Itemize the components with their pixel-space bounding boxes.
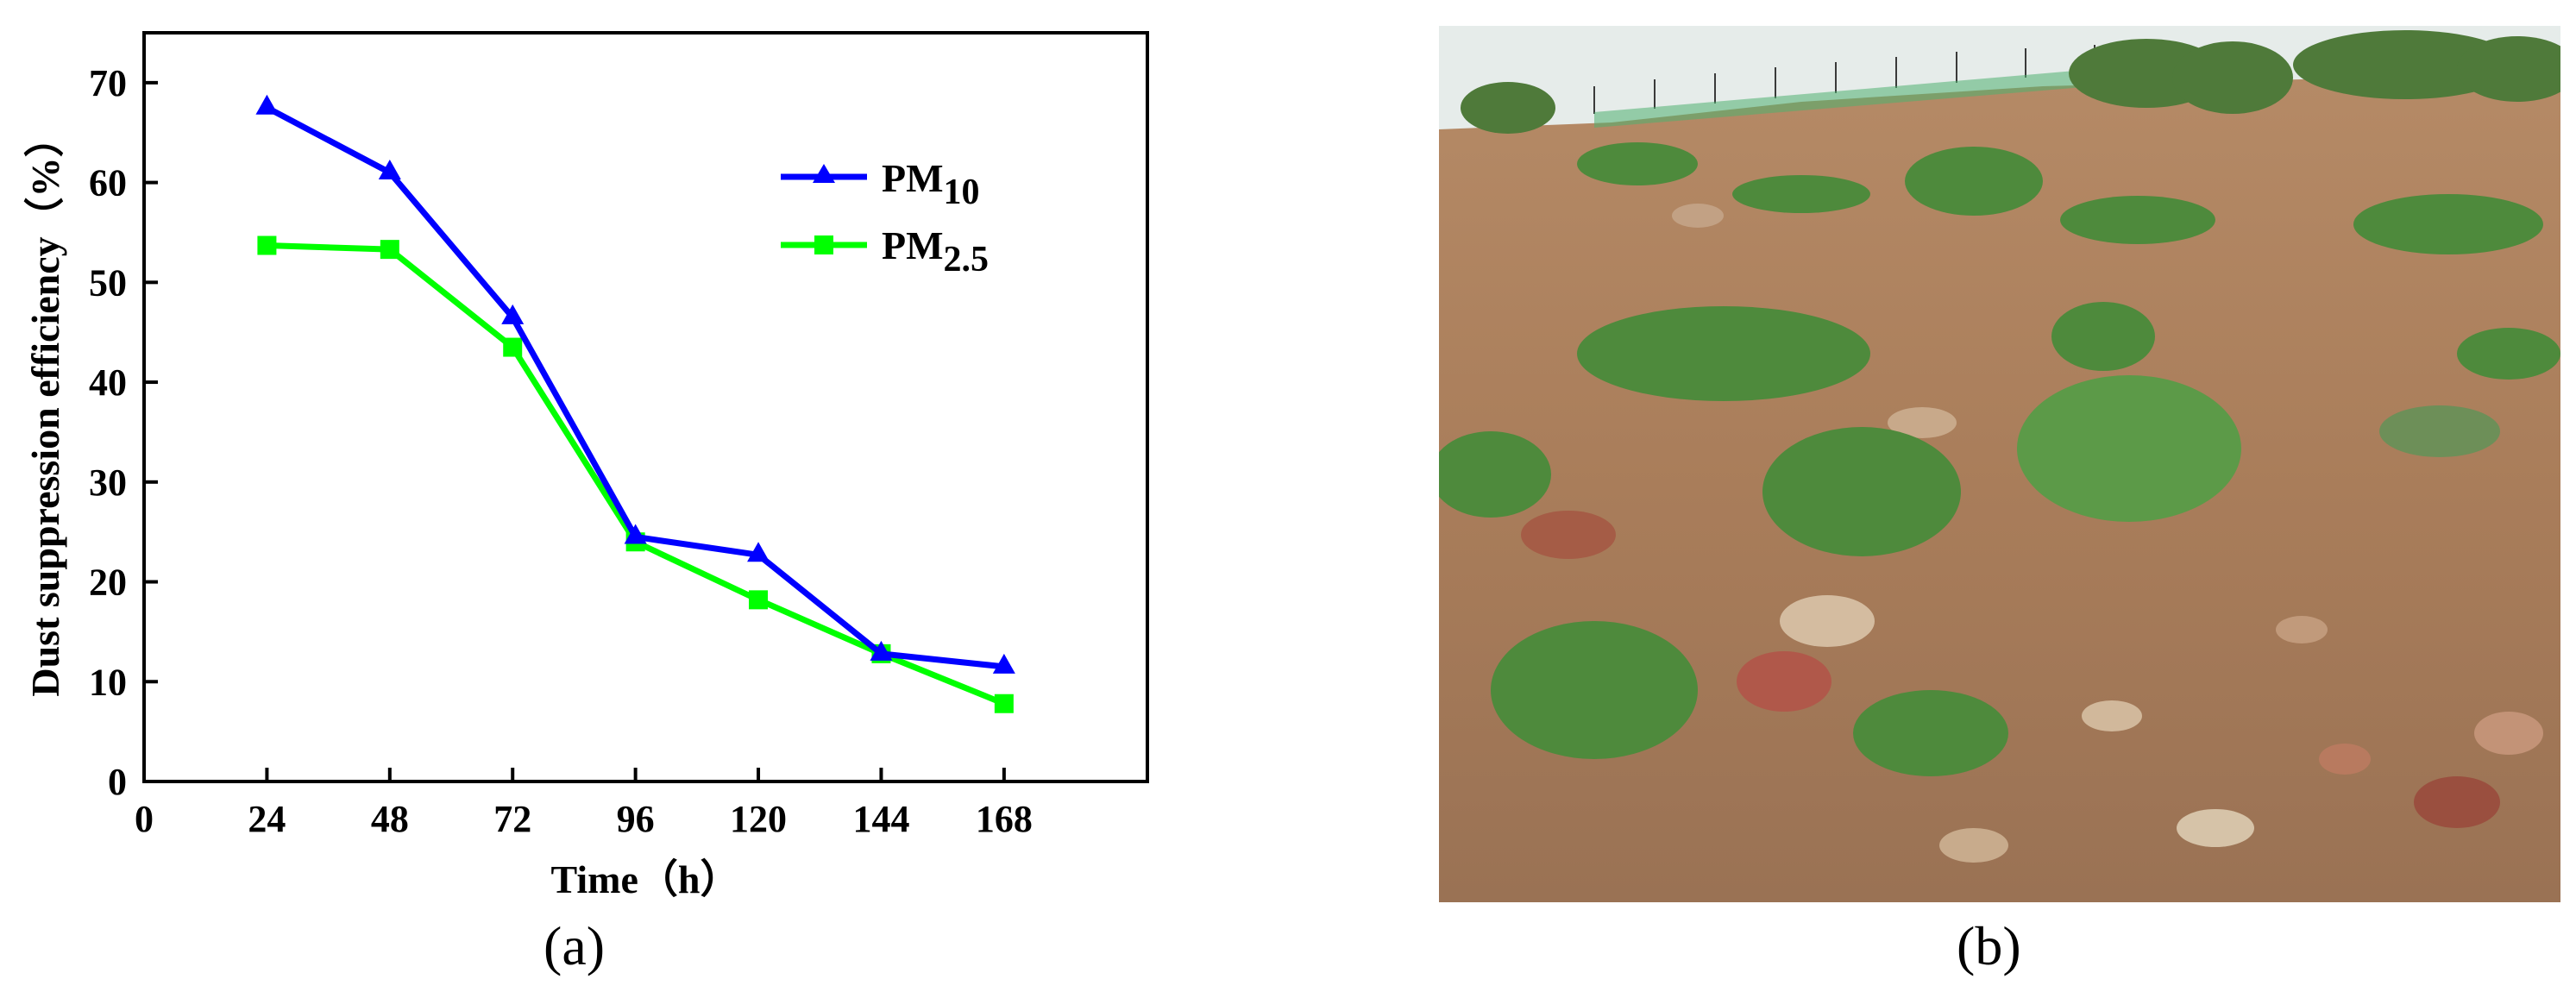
legend-marker-pm10 xyxy=(813,164,835,183)
soil-rocks xyxy=(1521,204,2543,863)
x-tick-label: 48 xyxy=(371,798,409,840)
data-point-PM25 xyxy=(257,235,277,255)
y-tick-label: 70 xyxy=(89,62,127,104)
data-point-PM25 xyxy=(749,590,769,610)
y-tick-label: 0 xyxy=(108,761,127,803)
legend-label-pm10-sub: 10 xyxy=(944,173,980,212)
line-chart: 0 10 20 30 40 50 60 70 0 24 48 72 96 120 144 168 Time（… xyxy=(23,31,1149,901)
y-tick-label: 50 xyxy=(89,261,127,304)
data-point-PM10 xyxy=(255,94,279,115)
data-point-PM10 xyxy=(501,304,525,324)
data-point-PM25 xyxy=(380,240,399,260)
x-tick-label: 0 xyxy=(135,798,154,840)
data-point-PM10 xyxy=(747,542,770,562)
y-tick-label: 20 xyxy=(89,562,127,604)
caption-a: (a) xyxy=(543,915,606,976)
legend-label-pm10-main: PM xyxy=(882,156,944,200)
data-point-PM10 xyxy=(378,160,401,180)
data-point-PM10 xyxy=(992,653,1015,674)
caption-b: (b) xyxy=(1957,915,2021,976)
x-tick-label: 24 xyxy=(248,798,286,840)
legend-entry-pm25: PM2.5 xyxy=(781,223,989,279)
legend: PM10 PM2.5 xyxy=(781,156,989,279)
x-axis-label: Time（h） xyxy=(551,857,740,901)
net-mesh xyxy=(1594,69,2095,128)
legend-label-pm25-sub: 2.5 xyxy=(944,240,990,279)
photo-graphic xyxy=(1439,26,2560,902)
legend-label-pm10: PM10 xyxy=(882,156,980,212)
crest-vegetation xyxy=(1461,30,2560,134)
x-tick-label: 144 xyxy=(852,798,909,840)
y-tick-label: 40 xyxy=(89,361,127,404)
data-point-PM10 xyxy=(624,524,647,544)
y-tick-label: 60 xyxy=(89,162,127,204)
plot-frame xyxy=(142,31,1149,783)
x-tick-label: 96 xyxy=(617,798,655,840)
legend-entry-pm10: PM10 xyxy=(781,156,980,212)
legend-marker-pm25 xyxy=(814,235,833,254)
y-tick-label: 10 xyxy=(89,661,127,703)
soil-slope-photo xyxy=(1439,26,2560,902)
y-tick-label: 30 xyxy=(89,461,127,504)
data-point-PM10 xyxy=(870,640,893,661)
legend-label-pm25-main: PM xyxy=(882,223,944,267)
x-tick-label: 120 xyxy=(730,798,787,840)
x-tick-label: 72 xyxy=(493,798,531,840)
data-point-PM25 xyxy=(994,694,1014,713)
series-layer xyxy=(255,94,1015,713)
data-point-PM25 xyxy=(503,337,523,357)
plant-patches xyxy=(1439,142,2560,776)
y-axis-ticks: 0 10 20 30 40 50 60 70 xyxy=(89,62,158,803)
hill-soil xyxy=(1439,73,2560,902)
x-tick-label: 168 xyxy=(976,798,1033,840)
series-line-PM25 xyxy=(267,242,1006,706)
y-axis-label: Dust suppression efficiency（%） xyxy=(23,117,67,696)
x-axis-ticks: 0 24 48 72 96 120 144 168 xyxy=(135,768,1033,840)
legend-label-pm25: PM2.5 xyxy=(882,223,989,279)
